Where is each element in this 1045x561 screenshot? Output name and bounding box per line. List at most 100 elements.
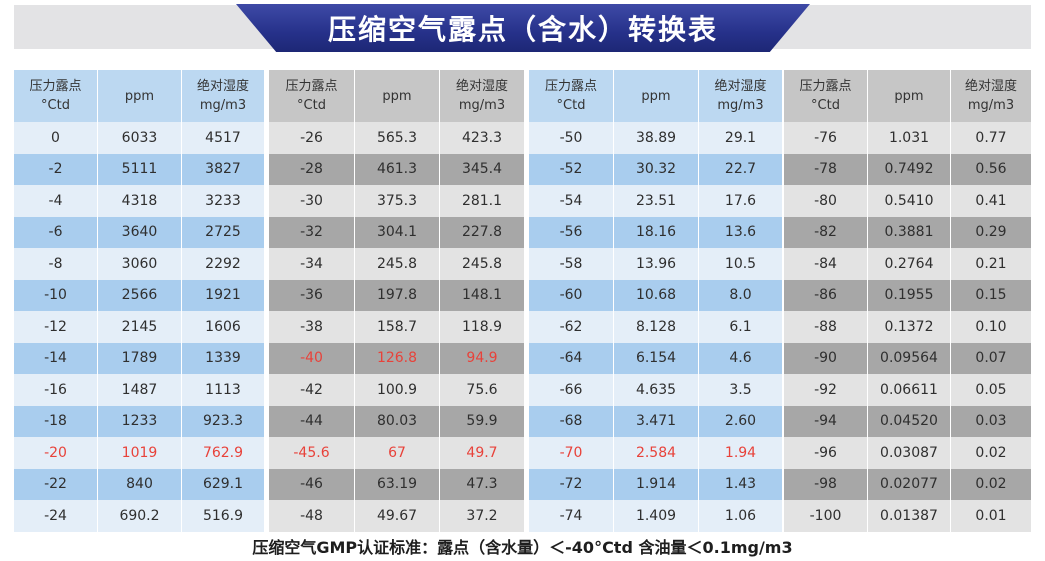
- table-header-row: 压力露点 °Ctd ppm 绝对湿度 mg/m3: [529, 70, 782, 122]
- dew-point-header: 压力露点 °Ctd: [529, 70, 613, 122]
- absolute-humidity-cell: 0.02: [950, 437, 1031, 469]
- ppm-cell: 2145: [97, 311, 181, 343]
- table-row: -90 0.09564 0.07: [784, 342, 1031, 374]
- ppm-cell: 0.04520: [867, 405, 950, 437]
- conversion-tables: 压力露点 °Ctd ppm 绝对湿度 mg/m3 0 6033 4517 -2 5111 3827-…: [14, 70, 1031, 532]
- ppm-cell: 67: [354, 437, 439, 469]
- ppm-cell: 8.128: [613, 311, 698, 343]
- absolute-humidity-cell: 1921: [181, 279, 264, 311]
- absolute-humidity-cell: 0.41: [950, 185, 1031, 217]
- ppm-cell: 6.154: [613, 342, 698, 374]
- dew-point-cell: -32: [269, 216, 354, 248]
- absolute-humidity-header: 绝对湿度 mg/m3: [698, 70, 782, 122]
- table-row: -80 0.5410 0.41: [784, 185, 1031, 217]
- ppm-cell: 3640: [97, 216, 181, 248]
- table-row: -34 245.8 245.8: [269, 248, 524, 280]
- ppm-cell: 245.8: [354, 248, 439, 280]
- absolute-humidity-cell: 47.3: [439, 468, 524, 500]
- dew-point-cell: -94: [784, 405, 867, 437]
- ppm-cell: 461.3: [354, 153, 439, 185]
- absolute-humidity-cell: 0.02: [950, 468, 1031, 500]
- ppm-cell: 6033: [97, 122, 181, 154]
- dew-point-cell: -12: [14, 311, 97, 343]
- ppm-cell: 1.409: [613, 500, 698, 532]
- header-label: 绝对湿度: [455, 79, 508, 94]
- table-row: -100 0.01387 0.01: [784, 500, 1031, 532]
- absolute-humidity-cell: 0.01: [950, 500, 1031, 532]
- table-row: -22 840 629.1: [14, 468, 264, 500]
- dew-point-cell: -50: [529, 122, 613, 154]
- table-row: -74 1.409 1.06: [529, 500, 782, 532]
- table-panel-4: 压力露点 °Ctd ppm 绝对湿度 mg/m3 -76 1.031 0.77 -78 0.749…: [784, 70, 1031, 532]
- ppm-cell: 30.32: [613, 153, 698, 185]
- absolute-humidity-cell: 423.3: [439, 122, 524, 154]
- ppm-cell: 0.09564: [867, 342, 950, 374]
- table-row: -52 30.32 22.7: [529, 153, 782, 185]
- dew-point-header: 压力露点 °Ctd: [269, 70, 354, 122]
- ppm-cell: 80.03: [354, 405, 439, 437]
- header-label: 压力露点: [544, 79, 597, 94]
- ppm-header: ppm: [867, 70, 950, 122]
- header-label: ppm: [124, 88, 155, 104]
- dew-point-header: 压力露点 °Ctd: [784, 70, 867, 122]
- ppm-cell: 5111: [97, 153, 181, 185]
- absolute-humidity-cell: 17.6: [698, 185, 782, 217]
- dew-point-cell: -24: [14, 500, 97, 532]
- dew-point-cell: -66: [529, 374, 613, 406]
- header-label: 绝对湿度: [196, 79, 249, 94]
- table-row: -44 80.03 59.9: [269, 405, 524, 437]
- ppm-header: ppm: [354, 70, 439, 122]
- dew-point-cell: -40: [269, 342, 354, 374]
- absolute-humidity-cell: 0.29: [950, 216, 1031, 248]
- dew-point-cell: -58: [529, 248, 613, 280]
- dew-point-cell: -6: [14, 216, 97, 248]
- ppm-cell: 0.3881: [867, 216, 950, 248]
- dew-point-cell: -46: [269, 468, 354, 500]
- absolute-humidity-cell: 3233: [181, 185, 264, 217]
- header-label: °Ctd: [41, 98, 70, 113]
- absolute-humidity-header: 绝对湿度 mg/m3: [181, 70, 264, 122]
- ppm-cell: 1.914: [613, 468, 698, 500]
- table-row: -6 3640 2725: [14, 216, 264, 248]
- absolute-humidity-cell: 281.1: [439, 185, 524, 217]
- table-header-row: 压力露点 °Ctd ppm 绝对湿度 mg/m3: [269, 70, 524, 122]
- dew-point-cell: -64: [529, 342, 613, 374]
- dew-point-cell: -44: [269, 405, 354, 437]
- dew-point-cell: -82: [784, 216, 867, 248]
- header-label: 压力露点: [799, 79, 852, 94]
- absolute-humidity-cell: 2725: [181, 216, 264, 248]
- absolute-humidity-header: 绝对湿度 mg/m3: [439, 70, 524, 122]
- dew-point-cell: -62: [529, 311, 613, 343]
- table-row: -40 126.8 94.9: [269, 342, 524, 374]
- absolute-humidity-cell: 0.07: [950, 342, 1031, 374]
- table-row: -60 10.68 8.0: [529, 279, 782, 311]
- table-row: -10 2566 1921: [14, 279, 264, 311]
- ppm-cell: 0.02077: [867, 468, 950, 500]
- header-label: 压力露点: [285, 79, 338, 94]
- ppm-cell: 0.1372: [867, 311, 950, 343]
- dew-point-cell: -16: [14, 374, 97, 406]
- table-row: -2 5111 3827: [14, 153, 264, 185]
- dew-point-cell: -100: [784, 500, 867, 532]
- ppm-cell: 375.3: [354, 185, 439, 217]
- absolute-humidity-cell: 1.94: [698, 437, 782, 469]
- table-row: -66 4.635 3.5: [529, 374, 782, 406]
- ppm-cell: 63.19: [354, 468, 439, 500]
- ppm-cell: 197.8: [354, 279, 439, 311]
- table-row: -24 690.2 516.9: [14, 500, 264, 532]
- dew-point-cell: -4: [14, 185, 97, 217]
- absolute-humidity-cell: 4517: [181, 122, 264, 154]
- dew-point-cell: -8: [14, 248, 97, 280]
- absolute-humidity-cell: 0.05: [950, 374, 1031, 406]
- table-row: -84 0.2764 0.21: [784, 248, 1031, 280]
- dew-point-cell: -84: [784, 248, 867, 280]
- dew-point-cell: -98: [784, 468, 867, 500]
- table-row: -42 100.9 75.6: [269, 374, 524, 406]
- table-row: -62 8.128 6.1: [529, 311, 782, 343]
- header-label: °Ctd: [297, 98, 326, 113]
- dew-point-cell: -88: [784, 311, 867, 343]
- header-label: 绝对湿度: [714, 79, 767, 94]
- table-row: -78 0.7492 0.56: [784, 153, 1031, 185]
- dew-point-cell: -92: [784, 374, 867, 406]
- table-panel-2: 压力露点 °Ctd ppm 绝对湿度 mg/m3 -26 565.3 423.3 -28 461.…: [269, 70, 524, 532]
